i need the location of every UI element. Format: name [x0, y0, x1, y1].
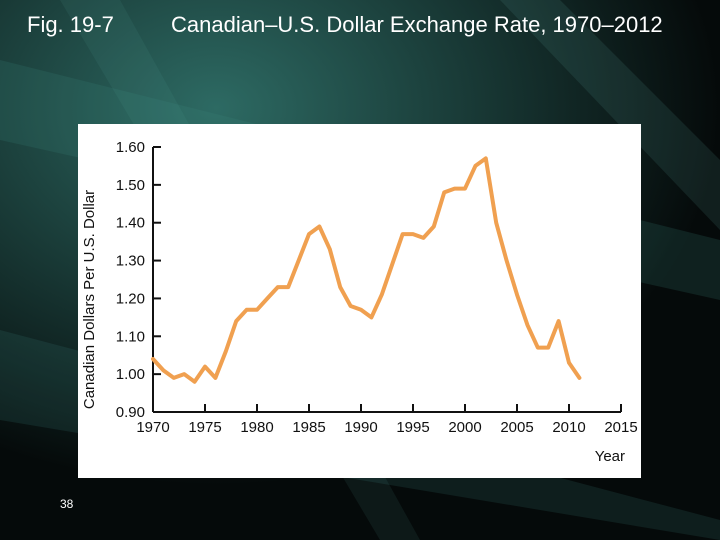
y-tick-label: 1.60 — [116, 139, 145, 156]
data-point — [193, 380, 197, 384]
data-point — [401, 232, 405, 236]
data-point — [505, 258, 509, 263]
data-point — [328, 247, 332, 251]
data-point — [338, 285, 342, 289]
data-point — [317, 224, 321, 229]
data-point — [224, 349, 228, 354]
chart-ticks: 0.90 1.00 1.10 1.20 1.30 1.40 1.50 1.60 1970 1975… — [116, 139, 638, 436]
y-tick-label: 1.30 — [116, 253, 145, 270]
data-point — [484, 156, 488, 160]
chart-series — [151, 156, 582, 384]
data-point — [265, 296, 269, 301]
y-tick-label: 1.40 — [116, 215, 145, 232]
page-number: 38 — [60, 497, 74, 511]
data-point — [557, 319, 561, 323]
data-point — [442, 190, 446, 195]
x-tick-label: 2000 — [448, 419, 481, 436]
data-point — [182, 372, 186, 376]
data-point — [213, 376, 217, 380]
data-point — [494, 221, 498, 225]
chart-axes — [152, 147, 621, 413]
y-tick-label: 1.20 — [116, 290, 145, 307]
data-point — [359, 308, 363, 312]
data-point — [307, 232, 311, 236]
x-tick-label: 1980 — [240, 419, 273, 436]
data-point — [515, 293, 519, 297]
data-point — [369, 315, 373, 319]
x-tick-label: 1985 — [292, 419, 325, 436]
data-point — [234, 319, 238, 323]
y-tick-label: 1.50 — [116, 177, 145, 194]
exchange-rate-chart: 0.90 1.00 1.10 1.20 1.30 1.40 1.50 1.60 1970 1975… — [81, 139, 638, 465]
data-point — [567, 361, 571, 365]
data-point — [245, 308, 249, 312]
data-point — [380, 293, 384, 297]
y-tick-label: 0.90 — [116, 404, 145, 421]
x-tick-label: 1975 — [188, 419, 221, 436]
y-tick-label: 1.00 — [116, 366, 145, 383]
data-point — [255, 308, 259, 312]
data-point — [297, 258, 301, 263]
data-point — [276, 285, 280, 289]
series-line — [151, 156, 582, 384]
data-point — [421, 236, 425, 240]
x-axis-title: Year — [595, 448, 625, 465]
data-point — [453, 187, 457, 191]
data-point — [161, 368, 165, 372]
data-point — [525, 323, 529, 327]
y-axis-title: Canadian Dollars Per U.S. Dollar — [81, 190, 98, 409]
data-point — [349, 304, 353, 308]
data-point — [473, 164, 477, 168]
x-tick-label: 2010 — [552, 419, 585, 436]
data-point — [463, 187, 467, 191]
x-tick-label: 2005 — [500, 419, 533, 436]
x-tick-label: 1995 — [396, 419, 429, 436]
chart-panel: 0.90 1.00 1.10 1.20 1.30 1.40 1.50 1.60 1970 1975… — [78, 124, 641, 478]
x-tick-label: 1970 — [136, 419, 169, 436]
figure-label: Fig. 19-7 — [27, 12, 114, 37]
x-tick-label: 2015 — [604, 419, 637, 436]
data-point — [151, 357, 155, 361]
slide-title: Canadian–U.S. Dollar Exchange Rate, 1970… — [171, 12, 663, 37]
data-point — [203, 364, 207, 369]
data-point — [172, 376, 176, 380]
data-point — [432, 224, 436, 229]
data-point — [411, 232, 415, 236]
data-point — [390, 262, 394, 266]
data-point — [536, 346, 540, 350]
data-point — [577, 376, 581, 380]
x-tick-label: 1990 — [344, 419, 377, 436]
data-point — [546, 346, 550, 350]
y-tick-label: 1.10 — [116, 328, 145, 345]
data-point — [286, 285, 290, 289]
